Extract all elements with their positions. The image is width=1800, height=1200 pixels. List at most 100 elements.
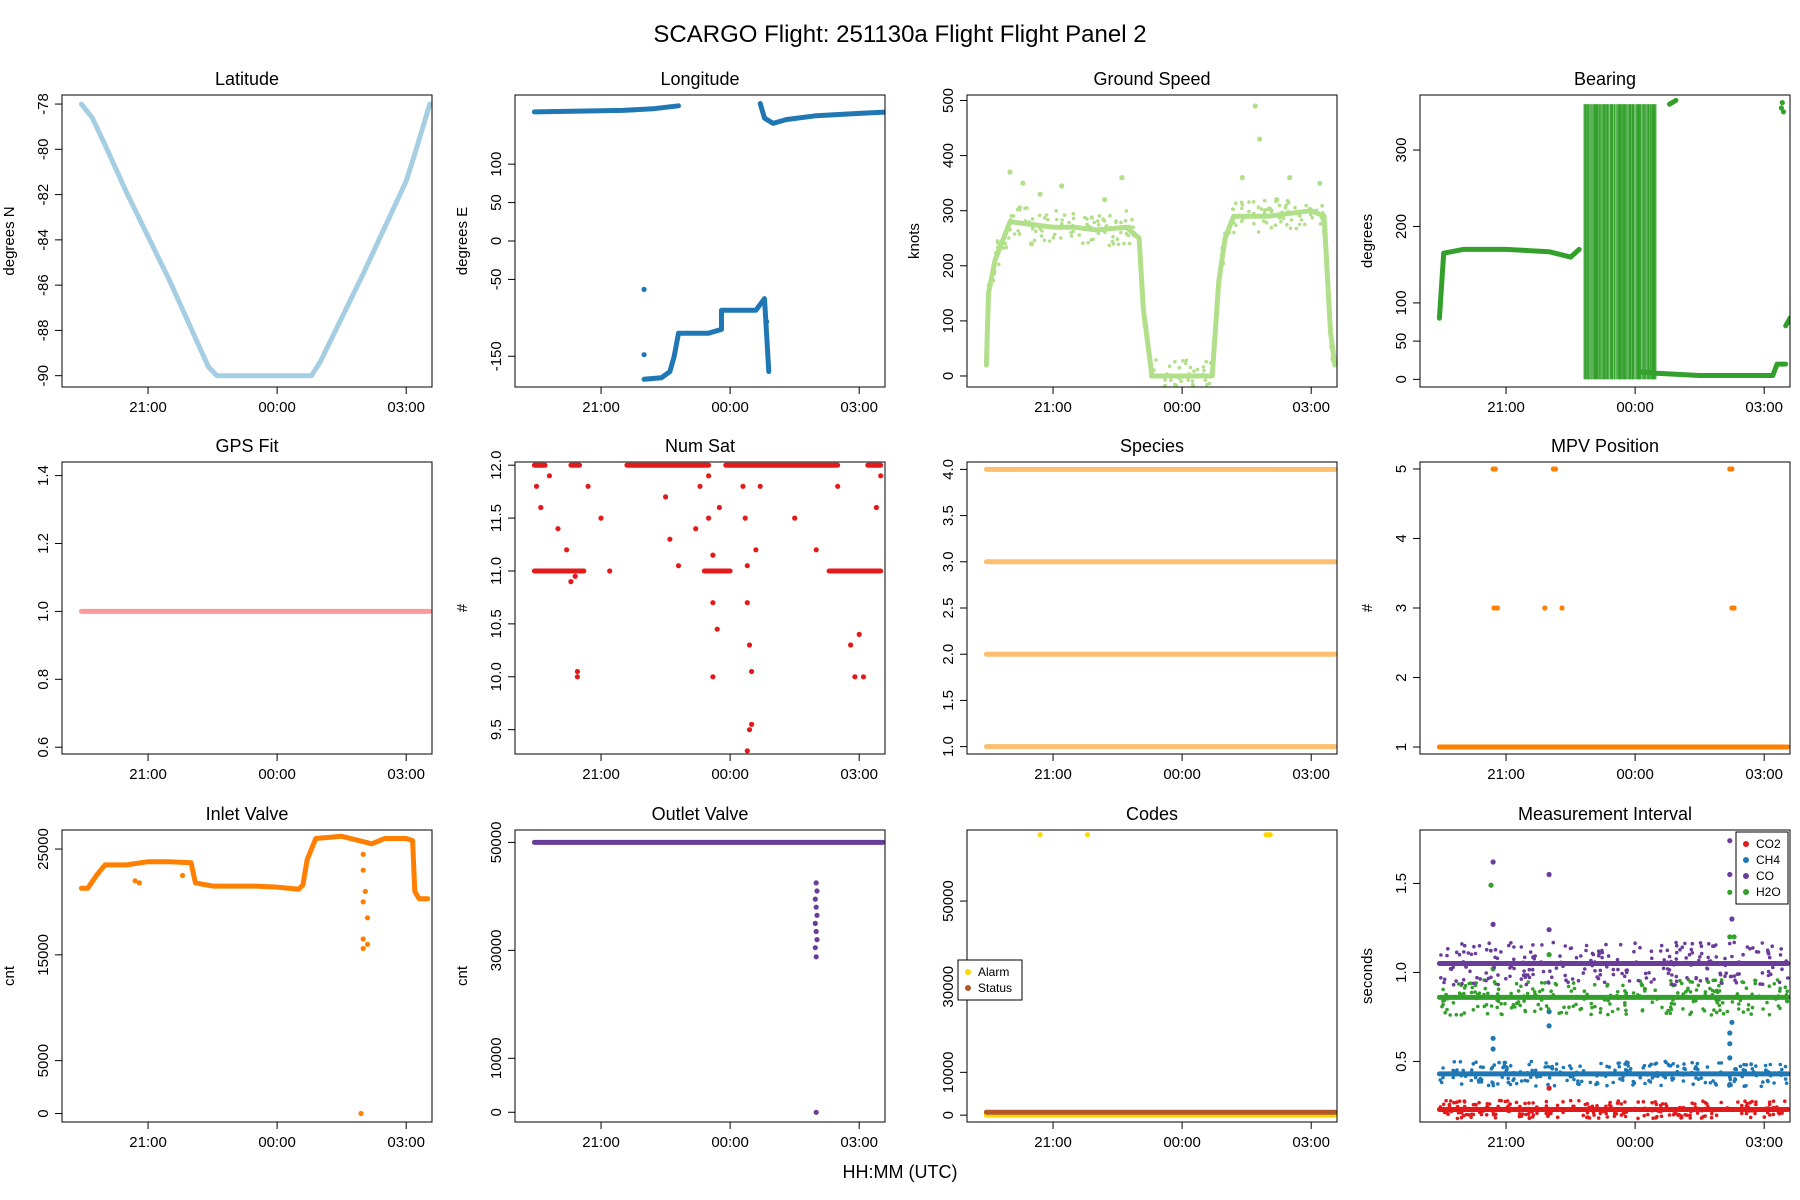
data-point	[574, 668, 581, 675]
band-point	[1561, 964, 1565, 968]
band-point	[1727, 941, 1732, 946]
band-point	[1659, 943, 1664, 948]
band-point	[1697, 996, 1701, 1000]
data-point	[1727, 1030, 1733, 1036]
band-point	[1231, 207, 1235, 212]
band-point	[1533, 1108, 1537, 1112]
band-point	[1144, 325, 1148, 329]
band-point	[1445, 996, 1450, 1001]
band-point	[1486, 1083, 1491, 1088]
band-point	[1636, 1116, 1640, 1121]
band-point	[1701, 1115, 1705, 1119]
band-point	[1461, 1068, 1465, 1073]
band-point	[1732, 940, 1736, 945]
band-point	[1615, 993, 1619, 998]
band-point	[1670, 982, 1674, 986]
band-point	[1640, 1008, 1645, 1012]
band-point	[1599, 1073, 1604, 1077]
band-point	[1784, 1081, 1789, 1085]
band-point	[1768, 1113, 1772, 1117]
y-tick-label: 3.0	[940, 551, 957, 572]
band-point	[1558, 954, 1562, 958]
data-point	[813, 547, 819, 553]
band-point	[1512, 945, 1516, 949]
band-point	[1740, 980, 1744, 984]
band-point	[1757, 994, 1761, 998]
band-point	[1129, 229, 1133, 233]
band-point	[1719, 1108, 1723, 1112]
band-point	[1654, 1116, 1658, 1120]
band-point	[1612, 1114, 1617, 1119]
band-point	[1709, 1013, 1714, 1017]
legend-label: Alarm	[978, 965, 1009, 979]
band-point	[1652, 1074, 1657, 1078]
band-point	[1490, 1080, 1494, 1084]
band-point	[993, 251, 998, 255]
band-point	[1678, 948, 1682, 952]
band-point	[1458, 1060, 1463, 1064]
band-point	[1564, 978, 1568, 982]
band-point	[1124, 209, 1129, 213]
band-point	[1496, 973, 1500, 977]
band-point	[1619, 1108, 1624, 1113]
panel-latitude: Latitude 21:00 00:00 03:00 -90 -88 -86 -84 -82 -8…	[1, 69, 433, 416]
band-point	[1490, 1065, 1495, 1070]
band-point	[1563, 973, 1567, 978]
band-point	[1188, 365, 1193, 370]
band-point	[1706, 955, 1710, 960]
band-point	[1096, 231, 1101, 236]
band-point	[1571, 1004, 1575, 1009]
band-point	[1643, 971, 1648, 976]
band-point	[1643, 1106, 1647, 1111]
band-point	[1503, 1001, 1507, 1006]
series-species	[983, 466, 1337, 750]
y-tick-label: -150	[488, 341, 505, 371]
band-point	[1737, 960, 1741, 964]
band-point	[1462, 1099, 1467, 1103]
band-point	[1163, 383, 1167, 387]
data-point	[716, 504, 723, 511]
panel-title: Latitude	[215, 69, 279, 89]
band-point	[1508, 974, 1512, 979]
band-point	[1449, 1109, 1453, 1114]
band-point	[1228, 220, 1233, 225]
x-tick-label: 03:00	[840, 1134, 878, 1151]
band-point	[1330, 354, 1335, 359]
band-point	[1102, 219, 1107, 223]
band-point	[1548, 969, 1552, 973]
band-point	[1645, 1073, 1650, 1077]
band-point	[1495, 998, 1499, 1002]
band-point	[1476, 1004, 1480, 1009]
data-point	[1317, 180, 1323, 186]
band-point	[1668, 1064, 1673, 1068]
band-point	[1733, 1077, 1738, 1082]
plot-frame	[61, 94, 433, 388]
band-point	[1625, 1107, 1630, 1112]
panel-title: Codes	[1126, 804, 1178, 824]
x-tick-label: 21:00	[1487, 766, 1525, 783]
band-point	[1585, 1102, 1590, 1106]
band-point	[1522, 999, 1526, 1003]
legend-marker	[965, 969, 971, 975]
band-point	[1742, 1084, 1746, 1089]
band-point	[1750, 1109, 1754, 1113]
band-point	[1554, 966, 1559, 970]
band-point	[1247, 200, 1251, 204]
band-point	[1463, 1074, 1468, 1078]
data-point	[132, 878, 138, 884]
band-point	[1655, 997, 1659, 1001]
band-point	[1749, 1062, 1753, 1067]
band-point	[1737, 1002, 1741, 1006]
data-point	[1780, 109, 1787, 115]
band-point	[1594, 1082, 1598, 1087]
data-point	[1491, 605, 1497, 611]
band-point	[1149, 374, 1153, 379]
band-point	[1512, 995, 1517, 999]
band-point	[1620, 1078, 1625, 1082]
band-point	[1445, 1007, 1449, 1012]
plot-frame	[514, 461, 886, 755]
band-point	[1482, 1004, 1487, 1009]
band-point	[1681, 1105, 1686, 1110]
band-point	[1527, 1116, 1532, 1121]
band-point	[1527, 1062, 1531, 1067]
